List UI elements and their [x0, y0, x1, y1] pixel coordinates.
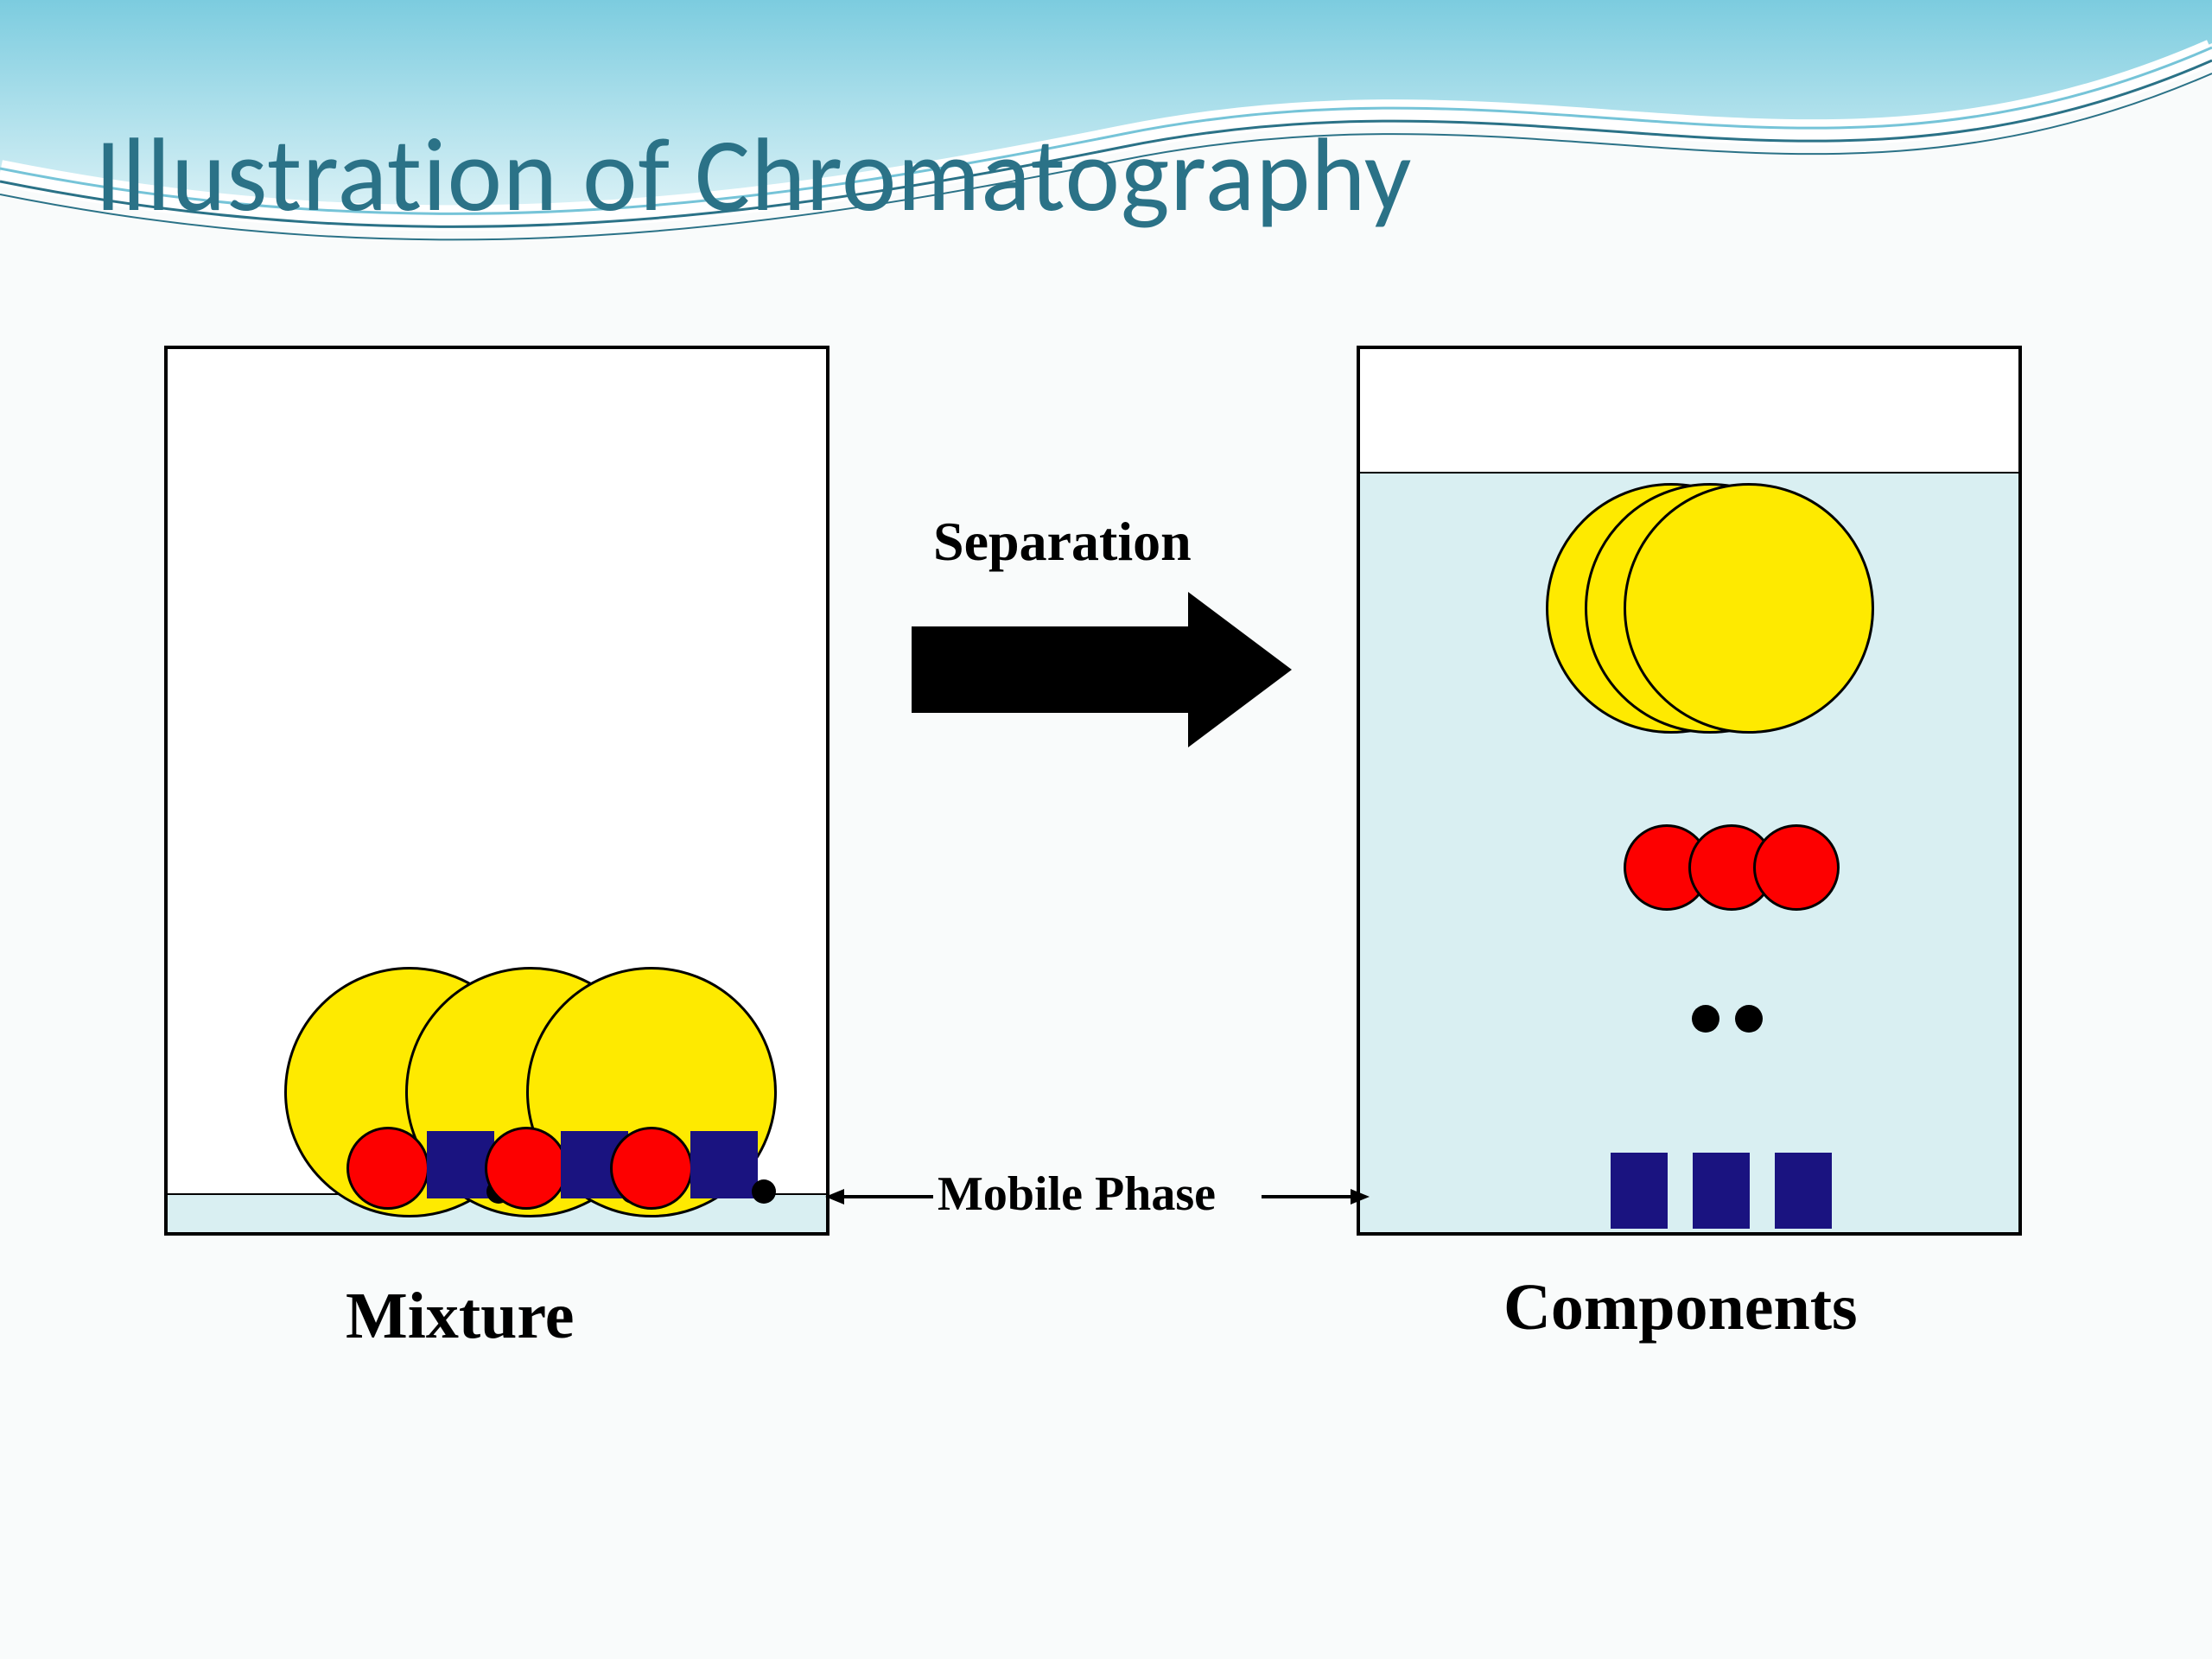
components-label: Components	[1503, 1270, 1858, 1345]
mixture-panel	[164, 346, 830, 1236]
yellow-circle	[1624, 483, 1874, 734]
separation-label: Separation	[933, 510, 1192, 574]
red-circle	[346, 1127, 429, 1210]
page-title: Illustration of Chromatography	[95, 112, 1412, 238]
components-panel	[1357, 346, 2022, 1236]
black-dot	[1692, 1005, 1719, 1033]
chromatography-diagram: Separation Mobile Phase Mixture Componen…	[0, 328, 2212, 1538]
blue-square	[1775, 1153, 1832, 1229]
blue-square	[690, 1131, 758, 1198]
blue-square	[1611, 1153, 1668, 1229]
mobile-phase-arrow-right-icon	[1257, 1184, 1370, 1210]
mobile-phase-arrow-left-icon	[825, 1184, 938, 1210]
red-circle	[610, 1127, 693, 1210]
mixture-label: Mixture	[346, 1279, 575, 1354]
blue-square	[1693, 1153, 1750, 1229]
separation-arrow-icon	[912, 588, 1296, 752]
mobile-phase-label: Mobile Phase	[938, 1166, 1216, 1222]
red-circle	[485, 1127, 568, 1210]
red-circle	[1753, 824, 1840, 911]
black-dot	[1735, 1005, 1763, 1033]
black-dot	[752, 1179, 776, 1204]
